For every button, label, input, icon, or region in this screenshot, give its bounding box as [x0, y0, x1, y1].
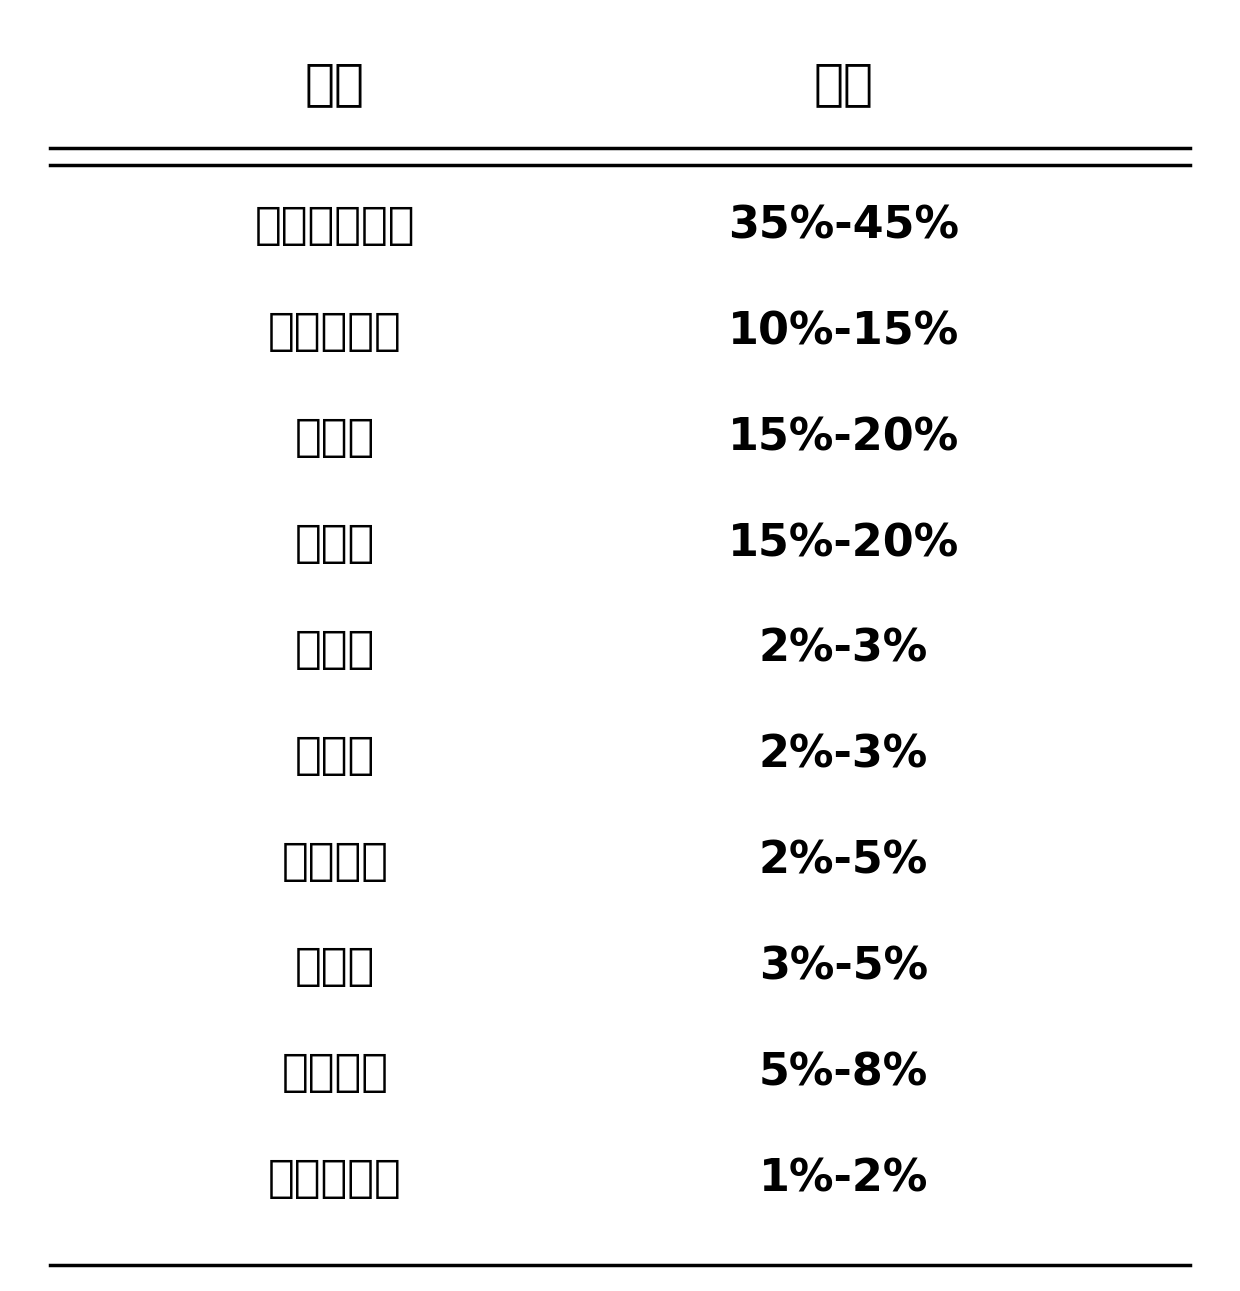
Text: 10%-15%: 10%-15%	[728, 310, 959, 354]
Text: 1%-2%: 1%-2%	[759, 1157, 928, 1201]
Text: 2%-3%: 2%-3%	[759, 733, 928, 777]
Text: 15%-20%: 15%-20%	[728, 416, 959, 460]
Text: 3%-5%: 3%-5%	[759, 945, 928, 989]
Text: 2%-3%: 2%-3%	[759, 627, 928, 671]
Text: 氮磷钾总养分: 氮磷钾总养分	[254, 204, 415, 248]
Text: 有机质: 有机质	[295, 416, 374, 460]
Text: 多裂生物炭: 多裂生物炭	[268, 310, 402, 354]
Text: 过磷酸钙: 过磷酸钙	[281, 839, 388, 883]
Text: 5%-8%: 5%-8%	[759, 1051, 928, 1095]
Text: 组分: 组分	[305, 59, 365, 108]
Text: 含量: 含量	[813, 59, 873, 108]
Text: 微生物菌剂: 微生物菌剂	[268, 1157, 402, 1201]
Text: 凹凸棒土: 凹凸棒土	[281, 1051, 388, 1095]
Text: 腐殖酸: 腐殖酸	[295, 522, 374, 565]
Text: 15%-20%: 15%-20%	[728, 522, 959, 565]
Text: 麦饭石: 麦饭石	[295, 945, 374, 989]
Text: 壳聚糖: 壳聚糖	[295, 627, 374, 671]
Text: 35%-45%: 35%-45%	[728, 204, 959, 248]
Text: 氨基酸: 氨基酸	[295, 733, 374, 777]
Text: 2%-5%: 2%-5%	[759, 839, 928, 883]
